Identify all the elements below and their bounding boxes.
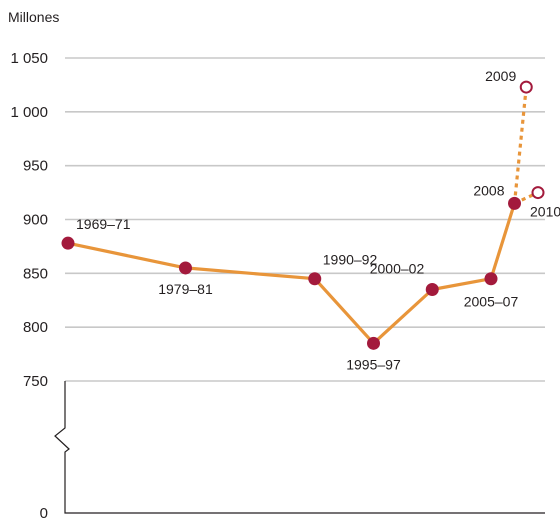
data-point-marker	[484, 272, 498, 286]
data-point-label: 1995–97	[346, 356, 401, 372]
data-point-marker	[61, 236, 75, 250]
gridlines	[65, 57, 545, 382]
y-tick-label: 0	[40, 505, 48, 522]
y-axis	[54, 381, 545, 514]
data-point-label: 2009	[485, 68, 516, 84]
y-tick-label: 800	[23, 319, 48, 336]
projection-point-marker	[531, 186, 545, 200]
data-point-label: 1979–81	[158, 281, 213, 297]
data-markers	[61, 80, 545, 350]
y-axis-unit-label: Millones	[8, 9, 59, 25]
projection-point-marker	[519, 80, 533, 94]
data-point-label: 1990–92	[323, 252, 378, 268]
projection-line	[512, 86, 528, 204]
y-tick-label: 850	[23, 265, 48, 282]
y-tick-label: 950	[23, 158, 48, 175]
y-tick-label: 900	[23, 212, 48, 229]
y-axis-tick-labels: 1 050 1 000 950 900 850 800 750 0	[10, 50, 48, 522]
data-point-labels: 1969–71 1979–81 1990–92 1995–97 2000–02 2005–…	[76, 68, 560, 372]
data-point-label: 2000–02	[370, 260, 425, 276]
data-point-marker	[508, 196, 521, 210]
data-point-label: 2008	[473, 182, 504, 198]
data-point-label: 2010	[530, 204, 560, 220]
data-point-label: 2005–07	[464, 294, 519, 310]
y-tick-label: 750	[23, 373, 48, 390]
data-point-label: 1969–71	[76, 216, 131, 232]
y-tick-label: 1 000	[10, 104, 48, 121]
y-tick-label: 1 050	[10, 50, 48, 67]
data-point-marker	[308, 272, 322, 286]
y-axis-break-line	[54, 381, 545, 514]
data-point-marker	[425, 282, 439, 296]
data-point-marker	[179, 261, 192, 275]
data-point-marker	[367, 336, 380, 350]
